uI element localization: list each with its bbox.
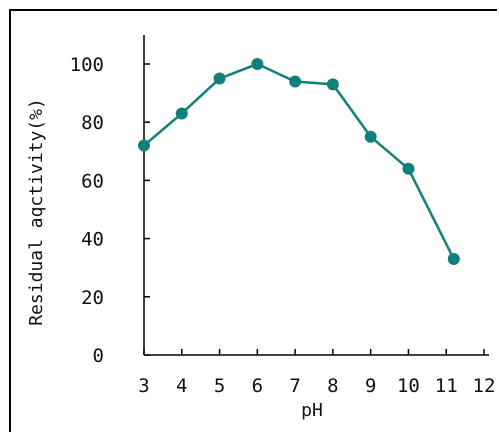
series-layer: [138, 58, 460, 265]
y-tick-label: 0: [93, 345, 104, 367]
x-tick-label: 10: [397, 375, 420, 397]
data-point: [364, 130, 377, 143]
data-point: [326, 78, 339, 91]
x-tick-label: 11: [435, 375, 458, 397]
data-point: [402, 162, 415, 175]
y-ticks: 0 20 40 60 80 100: [70, 54, 150, 367]
y-tick-label: 40: [81, 229, 104, 251]
y-tick-label: 60: [81, 170, 104, 192]
chart-frame: [9, 9, 497, 432]
data-point: [175, 107, 188, 120]
y-tick-label: 80: [81, 112, 104, 134]
y-tick-label: 20: [81, 287, 104, 309]
y-axis-title: Residual aqctivity(%): [26, 98, 47, 326]
axes: [143, 35, 489, 356]
data-point: [289, 75, 302, 88]
data-point: [447, 252, 460, 265]
x-tick-label: 9: [365, 375, 376, 397]
x-tick-label: 8: [327, 375, 338, 397]
x-tick-label: 6: [252, 375, 263, 397]
data-point: [138, 139, 150, 152]
x-axis-title: pH: [301, 400, 323, 421]
x-tick-label: 3: [138, 375, 149, 397]
x-tick-label: 5: [214, 375, 225, 397]
y-tick-label: 100: [70, 54, 104, 76]
data-point: [251, 58, 264, 70]
x-tick-label: 4: [176, 375, 187, 397]
x-tick-label: 7: [289, 375, 300, 397]
series-line: [143, 62, 455, 260]
data-point: [213, 72, 226, 85]
x-tick-label: 12: [473, 375, 496, 397]
x-ticks: 3 4 5 6 7 8 9 10 11 12: [138, 349, 495, 397]
